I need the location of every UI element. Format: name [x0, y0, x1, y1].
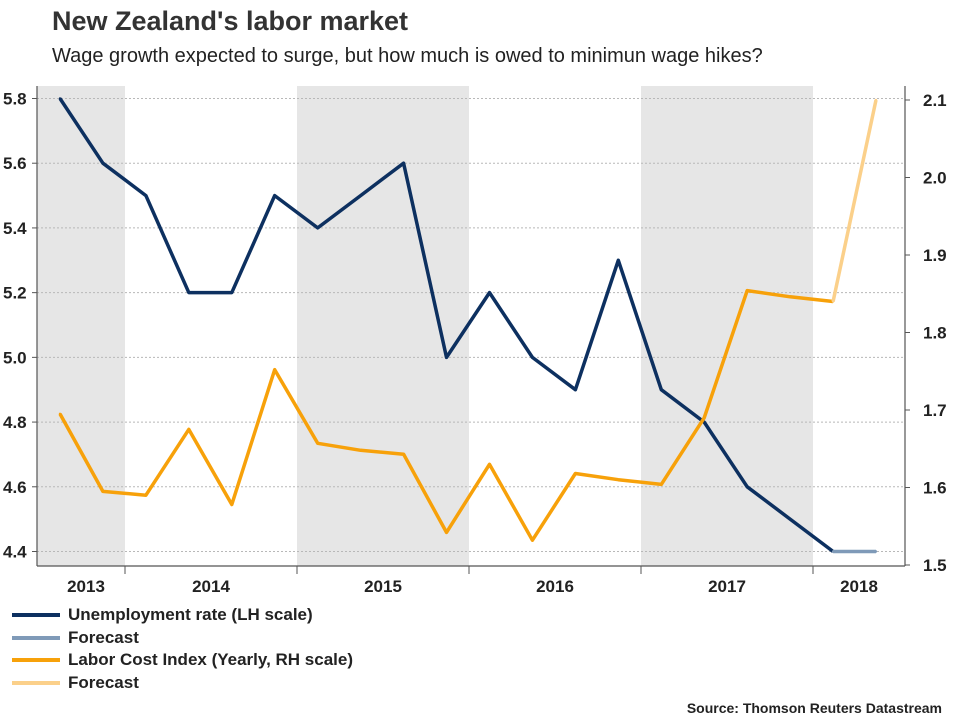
data-point-lci-12 [574, 472, 577, 475]
data-point-unemployment-16 [745, 485, 749, 488]
data-point-lci-9 [445, 531, 448, 534]
data-point-lci_forecast-1 [874, 98, 878, 102]
left-tick-label-5.6: 5.6 [3, 154, 27, 173]
data-point-unemployment-1 [101, 162, 105, 165]
data-point-lci-6 [316, 442, 319, 445]
chart-subtitle: Wage growth expected to surge, but how m… [52, 45, 763, 67]
data-point-lci-2 [144, 494, 148, 497]
legend-item-unemployment-forecast: Forecast [12, 627, 353, 650]
x-tick-label-2013: 2013 [67, 577, 105, 596]
data-point-unemployment-6 [316, 226, 319, 230]
right-tick-label-1.8: 1.8 [923, 324, 947, 343]
data-point-lci-3 [187, 428, 191, 431]
data-point-unemployment-11 [531, 356, 534, 359]
data-point-lci_forecast-0 [831, 300, 835, 303]
legend-label-unemployment: Unemployment rate (LH scale) [68, 605, 313, 625]
data-point-lci-0 [58, 412, 62, 416]
data-point-lci-17 [788, 295, 792, 299]
shaded-band-2017 [641, 86, 813, 566]
right-tick-label-2.1: 2.1 [923, 91, 947, 110]
data-point-unemployment-9 [445, 356, 448, 359]
series-group-2 [58, 288, 835, 542]
x-tick-label-2018: 2018 [840, 577, 878, 596]
data-point-unemployment-14 [660, 388, 663, 391]
left-tick-label-5.8: 5.8 [3, 90, 27, 109]
data-point-lci-8 [402, 452, 405, 456]
data-point-lci-16 [745, 289, 749, 292]
chart-title: New Zealand's labor market [52, 6, 409, 36]
data-point-unemployment-2 [144, 194, 148, 197]
data-point-lci-15 [703, 416, 706, 419]
data-point-unemployment-5 [273, 194, 276, 197]
legend-item-unemployment: Unemployment rate (LH scale) [12, 604, 353, 627]
right-tick-label-1.7: 1.7 [923, 401, 947, 420]
legend-label-lci: Labor Cost Index (Yearly, RH scale) [68, 650, 353, 670]
data-point-lci-10 [488, 463, 491, 466]
x-tick-label-2015: 2015 [364, 577, 402, 596]
data-point-unemployment-8 [402, 162, 405, 165]
data-point-lci-5 [273, 368, 276, 371]
series-line-lci_forecast [831, 99, 878, 302]
left-tick-label-4.8: 4.8 [3, 413, 27, 432]
left-tick-label-5.4: 5.4 [3, 219, 27, 238]
series-group-3 [831, 98, 878, 303]
data-point-lci-4 [230, 503, 233, 506]
legend-label-unemployment-forecast: Forecast [68, 627, 139, 647]
legend-label-lci-forecast: Forecast [68, 672, 139, 692]
shaded-band-2015 [297, 86, 469, 566]
data-point-lci-7 [359, 449, 362, 452]
x-tick-label-2016: 2016 [536, 577, 574, 596]
series-group-1 [831, 549, 878, 554]
data-point-unemployment-7 [359, 194, 362, 197]
data-point-lci-14 [660, 483, 663, 486]
x-tick-label-2017: 2017 [708, 577, 746, 596]
legend-swatch-unemployment-forecast [12, 635, 60, 640]
legend-swatch-lci-forecast [12, 680, 60, 685]
shaded-band-2013 [37, 86, 125, 566]
legend-swatch-unemployment [12, 613, 60, 618]
right-tick-label-1.9: 1.9 [923, 246, 947, 265]
data-point-lci-1 [101, 490, 105, 493]
left-tick-label-4.6: 4.6 [3, 478, 27, 497]
data-point-unemployment-10 [488, 291, 491, 294]
data-point-unemployment-4 [230, 291, 233, 294]
data-point-lci-11 [531, 539, 534, 542]
legend-swatch-lci [12, 658, 60, 663]
legend: Unemployment rate (LH scale) Forecast La… [12, 604, 353, 694]
right-tick-label-1.5: 1.5 [923, 556, 947, 575]
left-tick-label-4.4: 4.4 [3, 543, 27, 562]
data-point-unemployment_forecast-0 [831, 550, 835, 553]
data-point-unemployment_forecast-1 [874, 550, 878, 553]
data-point-unemployment-0 [58, 97, 62, 100]
left-tick-label-5.0: 5.0 [3, 348, 27, 367]
data-point-unemployment-13 [617, 259, 620, 262]
right-tick-label-2.0: 2.0 [923, 169, 947, 188]
data-point-unemployment-12 [574, 388, 577, 391]
right-tick-label-1.6: 1.6 [923, 479, 947, 498]
series-group-0 [58, 97, 835, 553]
legend-item-lci-forecast: Forecast [12, 672, 353, 695]
data-point-lci-13 [617, 478, 620, 481]
data-point-unemployment-17 [788, 517, 792, 521]
data-point-unemployment-3 [187, 291, 191, 294]
legend-item-lci: Labor Cost Index (Yearly, RH scale) [12, 649, 353, 672]
source-note: Source: Thomson Reuters Datastream [686, 700, 942, 716]
x-tick-label-2014: 2014 [192, 577, 230, 596]
left-tick-label-5.2: 5.2 [3, 284, 27, 303]
